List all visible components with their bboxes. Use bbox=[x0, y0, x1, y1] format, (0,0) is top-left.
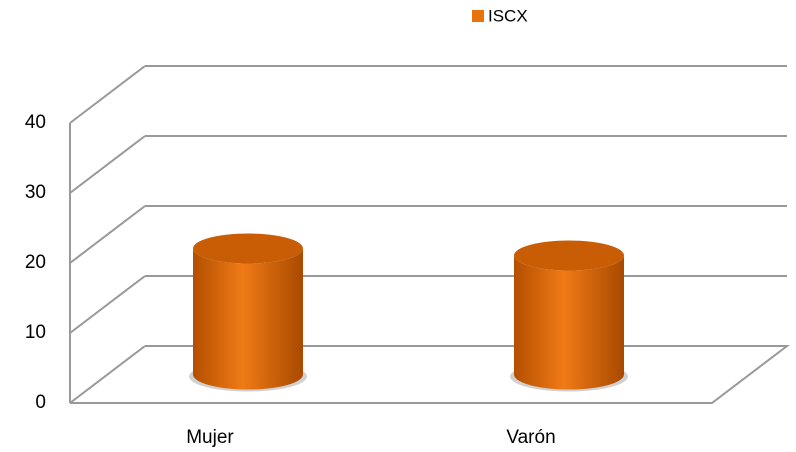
legend-swatch bbox=[472, 10, 484, 22]
y-tick-label: 20 bbox=[25, 252, 46, 273]
floor bbox=[70, 345, 790, 404]
y-tick-label: 40 bbox=[25, 112, 46, 133]
y-tick-label: 10 bbox=[25, 322, 46, 343]
grid-line bbox=[69, 135, 146, 194]
bar-top bbox=[193, 233, 303, 264]
x-tick-label: Varón bbox=[506, 427, 555, 448]
bar bbox=[193, 248, 303, 390]
x-tick-label: Mujer bbox=[186, 427, 234, 448]
legend-label: ISCX bbox=[488, 6, 528, 25]
grid-line bbox=[69, 205, 146, 264]
bar-top bbox=[514, 240, 624, 271]
grid-line bbox=[69, 275, 146, 334]
bar bbox=[514, 255, 624, 390]
y-tick-label: 30 bbox=[25, 182, 46, 203]
grid-line bbox=[69, 345, 146, 404]
y-tick-label: 0 bbox=[35, 392, 46, 413]
grid-line bbox=[69, 65, 146, 124]
